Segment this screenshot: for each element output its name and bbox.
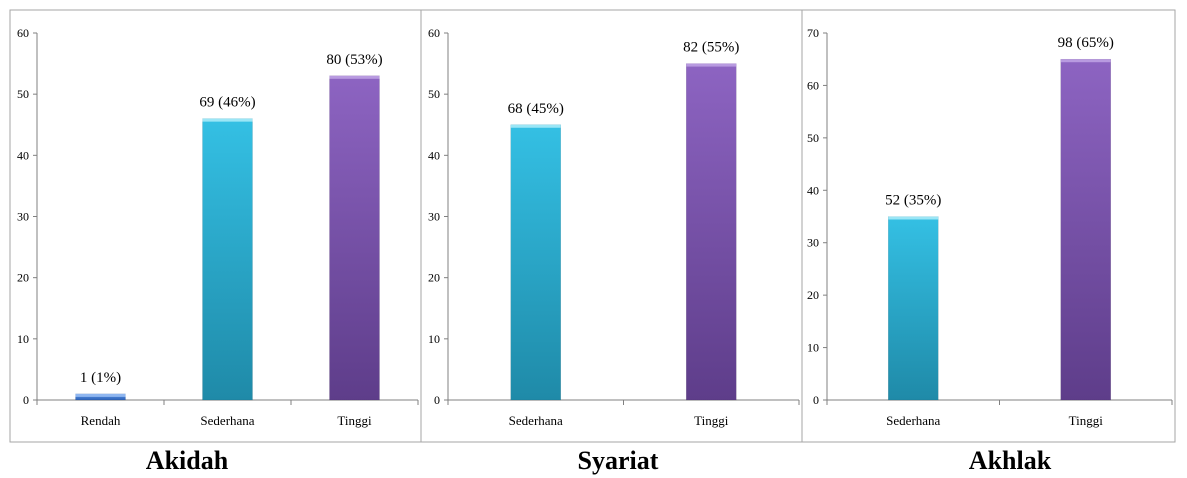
data-label: 69 (46%) bbox=[199, 95, 255, 111]
bar-tinggi bbox=[686, 63, 737, 401]
y-tick-label: 60 bbox=[807, 78, 819, 92]
y-tick-label: 20 bbox=[807, 288, 819, 302]
bar-top-highlight bbox=[888, 216, 939, 220]
y-tick-label: 20 bbox=[428, 271, 440, 285]
bar-top-highlight bbox=[75, 393, 126, 397]
chart-panel-1: 0 10 20 30 40 50 60 1 (1%) Rendah 69 (46%) Sederha… bbox=[9, 9, 422, 475]
bar-top-highlight bbox=[329, 75, 380, 79]
data-label: 98 (65%) bbox=[1058, 35, 1114, 51]
y-tick-label: 0 bbox=[23, 393, 29, 407]
data-label: 80 (53%) bbox=[326, 52, 382, 68]
category-label: Sederhana bbox=[509, 413, 563, 428]
y-tick-label: 50 bbox=[807, 131, 819, 145]
y-tick-label: 50 bbox=[17, 87, 29, 101]
category-label: Tinggi bbox=[1069, 413, 1104, 428]
y-tick-label: 40 bbox=[807, 183, 819, 197]
category-label: Rendah bbox=[81, 413, 121, 428]
chart-panel-2: 0 10 20 30 40 50 60 68 (45%) Sederhana 82 (55%) Ti… bbox=[420, 9, 803, 475]
y-tick-label: 60 bbox=[17, 26, 29, 40]
chart-title: Akidah bbox=[146, 446, 229, 475]
y-tick-label: 40 bbox=[428, 148, 440, 162]
data-label: 1 (1%) bbox=[80, 370, 121, 386]
data-label: 82 (55%) bbox=[683, 40, 739, 56]
bar-top-highlight bbox=[686, 63, 737, 67]
category-label: Tinggi bbox=[694, 413, 729, 428]
bar-top-highlight bbox=[510, 124, 561, 128]
y-tick-label: 0 bbox=[434, 393, 440, 407]
y-tick-label: 70 bbox=[807, 26, 819, 40]
bar-top-highlight bbox=[202, 118, 253, 122]
bar-sederhana bbox=[888, 216, 939, 401]
y-tick-label: 30 bbox=[807, 236, 819, 250]
bar-sederhana bbox=[202, 118, 253, 401]
chart-panel-3: 0 10 20 30 40 50 60 70 52 (35%) Sederhana 98 (65%)… bbox=[801, 9, 1176, 475]
category-label: Sederhana bbox=[200, 413, 254, 428]
y-tick-label: 30 bbox=[17, 210, 29, 224]
panel-frame bbox=[420, 9, 803, 443]
bar-tinggi bbox=[329, 75, 380, 401]
category-label: Sederhana bbox=[886, 413, 940, 428]
chart-title: Syariat bbox=[578, 446, 659, 475]
y-tick-label: 20 bbox=[17, 271, 29, 285]
panel-frame bbox=[801, 9, 1176, 443]
bar-top-highlight bbox=[1060, 59, 1111, 63]
category-label: Tinggi bbox=[337, 413, 372, 428]
y-tick-label: 50 bbox=[428, 87, 440, 101]
data-label: 68 (45%) bbox=[508, 101, 564, 117]
bar-tinggi bbox=[1060, 58, 1111, 401]
chart-title: Akhlak bbox=[969, 446, 1052, 475]
y-tick-label: 0 bbox=[813, 393, 819, 407]
y-tick-label: 10 bbox=[807, 341, 819, 355]
data-label: 52 (35%) bbox=[885, 193, 941, 209]
bar-sederhana bbox=[510, 124, 561, 401]
y-tick-label: 40 bbox=[17, 148, 29, 162]
y-tick-label: 60 bbox=[428, 26, 440, 40]
y-tick-label: 30 bbox=[428, 210, 440, 224]
y-tick-label: 10 bbox=[428, 332, 440, 346]
y-tick-label: 10 bbox=[17, 332, 29, 346]
